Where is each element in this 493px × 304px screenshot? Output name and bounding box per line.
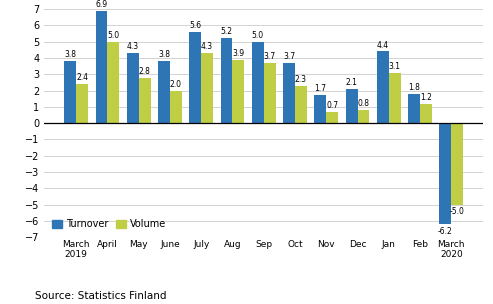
- Text: 5.0: 5.0: [107, 31, 119, 40]
- Text: 0.7: 0.7: [326, 101, 338, 110]
- Bar: [295, 86, 307, 123]
- Bar: [326, 112, 338, 123]
- Text: 6.9: 6.9: [96, 0, 107, 9]
- Text: 4.3: 4.3: [201, 42, 213, 51]
- Bar: [107, 42, 119, 123]
- Bar: [220, 38, 233, 123]
- Text: 1.8: 1.8: [408, 83, 420, 92]
- Text: 2.3: 2.3: [295, 75, 307, 84]
- Bar: [233, 60, 245, 123]
- Text: 5.0: 5.0: [252, 31, 264, 40]
- Text: 2.1: 2.1: [346, 78, 357, 87]
- Text: 1.7: 1.7: [315, 85, 326, 94]
- Text: 1.2: 1.2: [420, 93, 432, 102]
- Bar: [252, 42, 264, 123]
- Text: 5.2: 5.2: [220, 27, 233, 36]
- Legend: Turnover, Volume: Turnover, Volume: [49, 216, 169, 232]
- Bar: [76, 84, 88, 123]
- Bar: [420, 104, 432, 123]
- Text: 3.7: 3.7: [283, 52, 295, 61]
- Bar: [170, 91, 182, 123]
- Bar: [346, 89, 357, 123]
- Bar: [64, 61, 76, 123]
- Text: 3.9: 3.9: [232, 49, 245, 58]
- Bar: [389, 73, 401, 123]
- Bar: [264, 63, 276, 123]
- Bar: [139, 78, 150, 123]
- Text: 2.8: 2.8: [139, 67, 150, 76]
- Text: 3.8: 3.8: [64, 50, 76, 59]
- Bar: [377, 51, 389, 123]
- Text: 2.4: 2.4: [76, 73, 88, 82]
- Bar: [439, 123, 451, 224]
- Text: Source: Statistics Finland: Source: Statistics Finland: [35, 291, 166, 301]
- Bar: [189, 32, 201, 123]
- Text: 2.0: 2.0: [170, 80, 182, 88]
- Bar: [315, 95, 326, 123]
- Text: 3.1: 3.1: [389, 62, 401, 71]
- Text: 5.6: 5.6: [189, 21, 201, 30]
- Text: 3.8: 3.8: [158, 50, 170, 59]
- Text: -6.2: -6.2: [438, 226, 453, 236]
- Bar: [127, 53, 139, 123]
- Bar: [96, 11, 107, 123]
- Text: 3.7: 3.7: [264, 52, 276, 61]
- Text: -5.0: -5.0: [450, 207, 465, 216]
- Bar: [201, 53, 213, 123]
- Text: 0.8: 0.8: [357, 99, 369, 108]
- Bar: [408, 94, 420, 123]
- Bar: [158, 61, 170, 123]
- Bar: [357, 110, 369, 123]
- Bar: [451, 123, 463, 205]
- Text: 4.3: 4.3: [127, 42, 139, 51]
- Text: 4.4: 4.4: [377, 40, 389, 50]
- Bar: [283, 63, 295, 123]
